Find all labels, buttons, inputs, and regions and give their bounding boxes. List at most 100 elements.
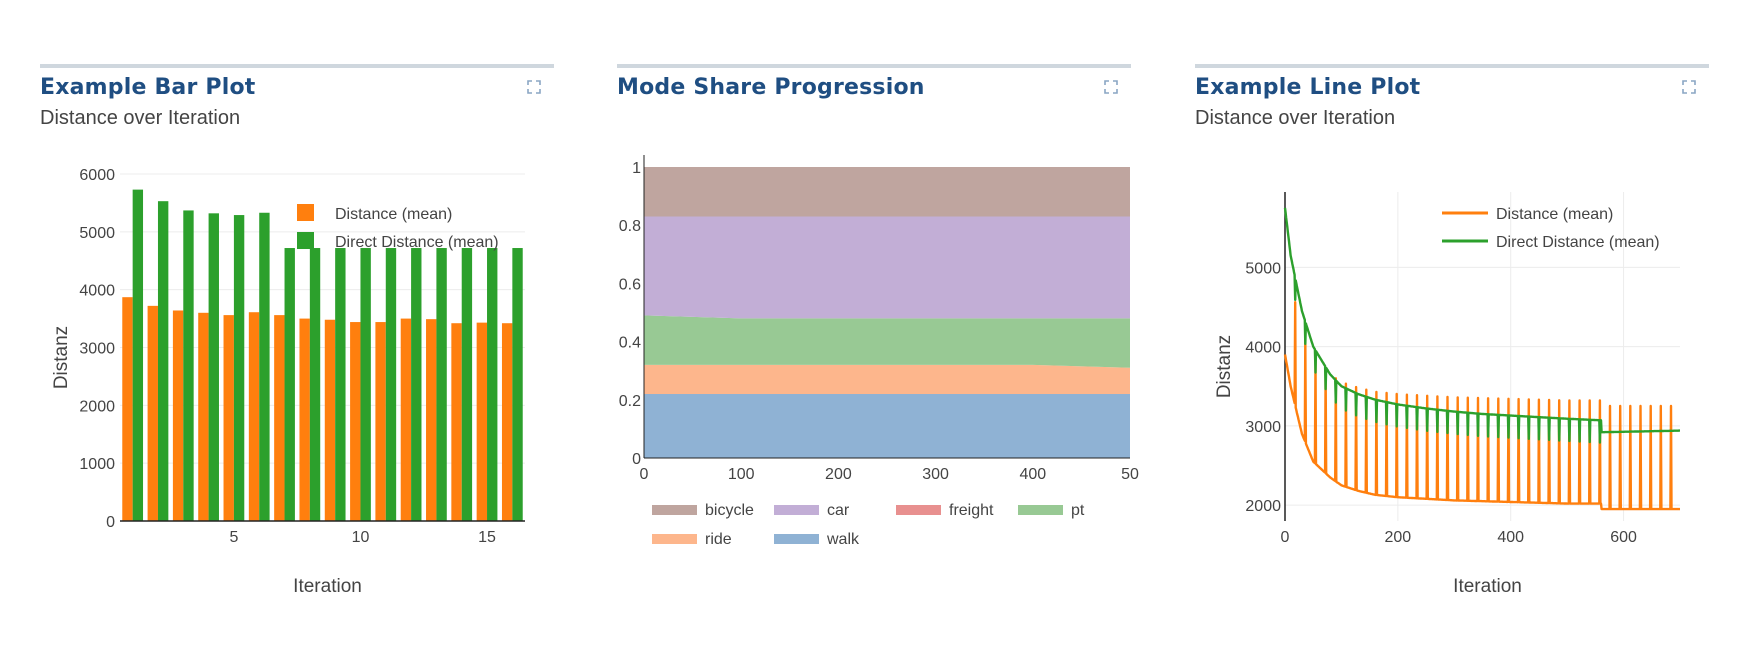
- bar: [198, 312, 209, 521]
- legend-label: freight: [949, 502, 994, 519]
- card-top-rule: [40, 64, 554, 68]
- bar: [426, 319, 437, 521]
- x-axis-title: Iteration: [1453, 576, 1522, 597]
- y-tick-label: 4000: [79, 283, 115, 300]
- y-tick-label: 1000: [79, 456, 115, 473]
- legend-swatch: [652, 505, 697, 515]
- x-tick-label: 100: [728, 466, 755, 483]
- y-tick-label: 5000: [79, 225, 115, 242]
- bar: [335, 248, 346, 521]
- bar: [501, 323, 513, 521]
- x-tick-label: 400: [1497, 529, 1524, 546]
- expand-icon[interactable]: [527, 80, 541, 94]
- bar: [324, 319, 336, 521]
- legend-swatch: [896, 505, 941, 515]
- x-tick-label: 50: [1121, 466, 1139, 483]
- bar: [208, 213, 219, 521]
- bar: [147, 305, 158, 521]
- area-band-bicycle: [644, 167, 1130, 217]
- legend-label: Distance (mean): [335, 206, 452, 223]
- bar: [487, 248, 498, 521]
- series-line: [1283, 301, 1681, 511]
- legend-swatch: [774, 534, 819, 544]
- y-tick-label: 0.2: [619, 393, 641, 410]
- legend-swatch: [297, 232, 314, 249]
- bar: [309, 248, 321, 521]
- bar: [183, 210, 194, 521]
- bar-chart: 0 1000 2000 3000 4000 5000 6000 5 10 15 Iteration D…: [51, 167, 525, 597]
- bar: [274, 315, 285, 521]
- line-chart: 2000 3000 4000 5000 0 200 400 600 Iteration Dista…: [1214, 192, 1681, 597]
- legend-label: car: [827, 502, 850, 519]
- bar: [299, 318, 310, 521]
- card-top-rule: [1195, 64, 1709, 68]
- legend-swatch: [297, 204, 314, 221]
- legend-swatch: [1018, 505, 1063, 515]
- card-title: Mode Share Progression: [617, 75, 925, 100]
- y-tick-label: 4000: [1245, 340, 1281, 357]
- x-tick-label: 600: [1610, 529, 1637, 546]
- y-tick-label: 6000: [79, 167, 115, 184]
- x-tick-label: 200: [825, 466, 852, 483]
- bar: [223, 315, 234, 521]
- bar: [411, 248, 422, 521]
- mode-share-card: Mode Share Progression: [617, 64, 1131, 624]
- card-top-rule: [617, 64, 1131, 68]
- line-plot-card: Example Line Plot Distance over Iteratio…: [1195, 64, 1709, 624]
- legend-swatch: [652, 534, 697, 544]
- legend-label: ride: [705, 531, 732, 548]
- x-tick-label: 15: [478, 529, 496, 546]
- bar: [259, 212, 270, 521]
- bar: [360, 248, 371, 521]
- bar: [400, 318, 412, 521]
- area-band-car: [644, 216, 1130, 319]
- bar: [157, 201, 169, 521]
- x-tick-label: 300: [922, 466, 949, 483]
- bar: [476, 322, 488, 521]
- y-tick-label: 0.8: [619, 218, 641, 235]
- x-tick-label: 200: [1385, 529, 1412, 546]
- x-tick-label: 0: [1281, 529, 1290, 546]
- bar: [284, 248, 295, 521]
- y-tick-label: 3000: [1245, 419, 1281, 436]
- bar: [436, 248, 447, 521]
- bar: [132, 189, 144, 522]
- bar: [172, 310, 184, 521]
- card-title: Example Line Plot: [1195, 75, 1421, 100]
- area-band-ride: [644, 364, 1130, 394]
- y-tick-label: 0.6: [619, 276, 641, 293]
- bar: [233, 215, 245, 521]
- y-tick-label: 5000: [1245, 260, 1281, 277]
- x-tick-label: 10: [352, 529, 370, 546]
- y-tick-label: 1: [632, 160, 641, 177]
- y-axis-title: Distanz: [51, 326, 72, 389]
- x-tick-label: 0: [640, 466, 649, 483]
- y-tick-label: 0: [106, 514, 115, 531]
- legend-label: Direct Distance (mean): [1496, 234, 1660, 251]
- bar: [451, 323, 462, 521]
- y-axis-title: Distanz: [1214, 335, 1235, 398]
- bar: [350, 322, 361, 521]
- y-tick-label: 3000: [79, 341, 115, 358]
- bar: [122, 297, 133, 521]
- area-band-walk: [644, 393, 1130, 458]
- x-tick-label: 5: [229, 529, 238, 546]
- y-tick-label: 2000: [1245, 498, 1281, 515]
- bar: [375, 322, 386, 521]
- card-subtitle: Distance over Iteration: [40, 107, 241, 129]
- legend-swatch: [774, 505, 819, 515]
- legend-label: walk: [826, 531, 860, 548]
- expand-icon[interactable]: [1682, 80, 1696, 94]
- bar: [385, 248, 397, 521]
- legend-label: pt: [1071, 502, 1085, 519]
- expand-icon[interactable]: [1104, 80, 1118, 94]
- y-tick-label: 0: [632, 451, 641, 468]
- series-line: [1283, 207, 1681, 444]
- bar: [461, 248, 473, 521]
- bar-plot-card: Example Bar Plot Distance over Iteration: [40, 64, 554, 624]
- legend-label: Distance (mean): [1496, 206, 1613, 223]
- legend-label: Direct Distance (mean): [335, 234, 499, 251]
- bar: [512, 248, 523, 521]
- bar: [248, 312, 260, 521]
- area-band-pt: [644, 315, 1130, 368]
